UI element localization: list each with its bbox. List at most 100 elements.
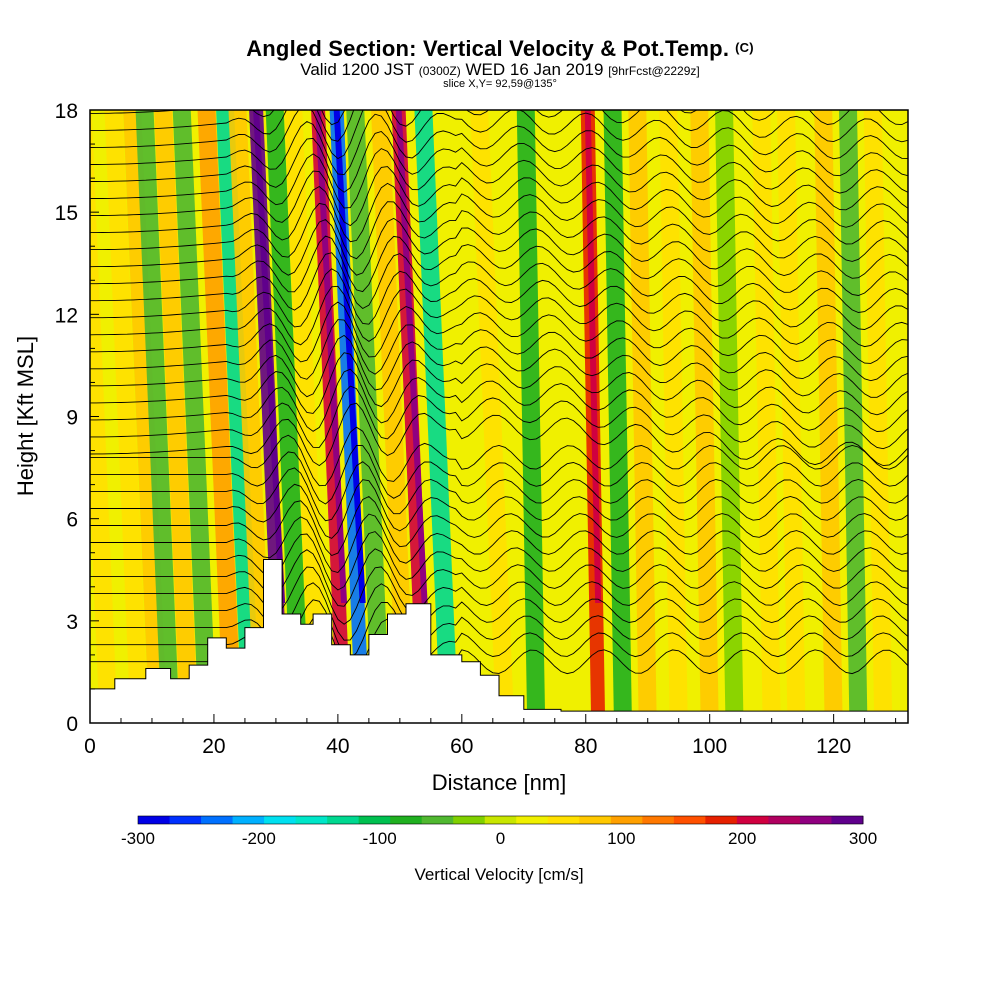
velocity-band: [414, 110, 459, 723]
colorbar-swatch: [705, 816, 738, 824]
y-tick-label: 12: [55, 304, 78, 327]
x-tick-label: 20: [202, 735, 225, 758]
velocity-band: [547, 110, 577, 723]
colorbar-swatch: [358, 816, 391, 824]
title-mark: (C): [735, 40, 754, 55]
colorbar-tick-label: 300: [849, 829, 877, 848]
velocity-band: [863, 110, 893, 723]
theta-contour: [90, 445, 908, 505]
colorbar-swatch: [736, 816, 769, 824]
velocity-band: [814, 110, 843, 723]
velocity-core: [395, 110, 428, 603]
y-tick-label: 15: [55, 202, 78, 225]
y-tick-label: 18: [55, 100, 78, 123]
colorbar-swatch: [390, 816, 423, 824]
colorbar-swatch: [831, 816, 864, 824]
theta-contour: [90, 268, 908, 330]
velocity-band: [777, 110, 806, 723]
colorbar-swatch: [264, 816, 297, 824]
velocity-band: [839, 110, 868, 723]
theta-contour: [90, 166, 908, 228]
velocity-band: [470, 110, 515, 723]
velocity-band: [715, 110, 744, 723]
theta-contour: [90, 582, 908, 641]
x-tick-label: 0: [84, 735, 96, 758]
velocity-band: [516, 110, 546, 723]
chart-subtitle: Valid 1200 JST (0300Z) WED 16 Jan 2019 […: [0, 60, 1000, 80]
theta-contour: [90, 217, 908, 279]
velocity-band: [690, 110, 719, 723]
theta-contour: [90, 352, 908, 416]
velocity-band: [135, 110, 180, 723]
colorbar-frame: [137, 815, 864, 825]
velocity-band: [371, 110, 416, 723]
colorbar-swatch: [421, 816, 454, 824]
velocity-core: [315, 110, 348, 603]
colorbar-tick-label: -100: [363, 829, 397, 848]
theta-contour: [90, 110, 908, 126]
colorbar-swatch: [547, 816, 580, 824]
x-axis-label: Distance [nm]: [432, 770, 567, 795]
theta-contour: [90, 148, 908, 211]
theta-contour: [90, 319, 908, 382]
colorbar-swatch: [799, 816, 832, 824]
colorbar-tick-label: 200: [728, 829, 756, 848]
colorbar-swatch: [642, 816, 675, 824]
x-axis: 0 20 40 60 80 100 120: [84, 714, 897, 758]
colorbar-tick-label: -200: [242, 829, 276, 848]
colorbar-swatch: [453, 816, 486, 824]
valid-z: (0300Z): [418, 64, 461, 78]
colorbar-swatch: [138, 816, 171, 824]
theta-contour: [90, 495, 908, 557]
theta-contour: [90, 110, 908, 143]
theta-contour: [90, 513, 908, 574]
theta-contour: [90, 182, 908, 245]
x-tick-label: 100: [692, 735, 727, 758]
colorbar-swatch: [484, 816, 517, 824]
colorbar-swatch: [516, 816, 549, 824]
velocity-core: [584, 110, 602, 603]
velocity-core: [253, 110, 286, 603]
colorbar-swatch: [295, 816, 328, 824]
theta-contour: [90, 385, 908, 450]
velocity-band: [90, 110, 118, 723]
y-tick-label: 6: [66, 509, 78, 532]
theta-contour: [90, 130, 908, 194]
theta-contour: [90, 235, 908, 296]
velocity-band: [346, 110, 391, 723]
theta-contour: [90, 531, 908, 591]
velocity-field: [90, 110, 908, 723]
slice-info: slice X,Y= 92,59@135°: [443, 78, 557, 90]
theta-contour: [90, 548, 908, 607]
velocity-core: [333, 110, 366, 603]
valid-prefix: Valid 1200 JST: [300, 60, 414, 79]
y-tick-label: 9: [66, 407, 78, 430]
theta-contour: [90, 113, 908, 177]
theta-contour: [90, 461, 908, 522]
colorbar-swatch: [579, 816, 612, 824]
theta-contour: [90, 368, 908, 432]
velocity-band: [104, 110, 149, 723]
velocity-band: [265, 110, 310, 723]
chart-title-text: Angled Section: Vertical Velocity & Pot.…: [246, 36, 730, 61]
theta-contour: [90, 479, 908, 539]
x-tick-label: 40: [326, 735, 349, 758]
colorbar-swatch: [169, 816, 202, 824]
theta-contour: [90, 334, 908, 398]
valid-date: WED 16 Jan 2019: [465, 60, 604, 79]
colorbar-swatch: [673, 816, 706, 824]
velocity-band: [439, 110, 484, 723]
theta-contour: [90, 599, 908, 659]
colorbar-tick-label: 100: [607, 829, 635, 848]
colorbar-swatch: [327, 816, 360, 824]
colorbar-swatch: [768, 816, 801, 824]
theta-contour: [90, 566, 908, 625]
velocity-band: [197, 110, 242, 723]
velocity-band: [752, 110, 781, 723]
theta-contour: [90, 426, 908, 487]
y-axis: 0 3 6 9 12 15 18: [55, 100, 99, 736]
theta-contour: [90, 252, 908, 313]
y-tick-label: 3: [66, 611, 78, 634]
theta-contour: [90, 110, 908, 160]
colorbar-swatch: [201, 816, 234, 824]
